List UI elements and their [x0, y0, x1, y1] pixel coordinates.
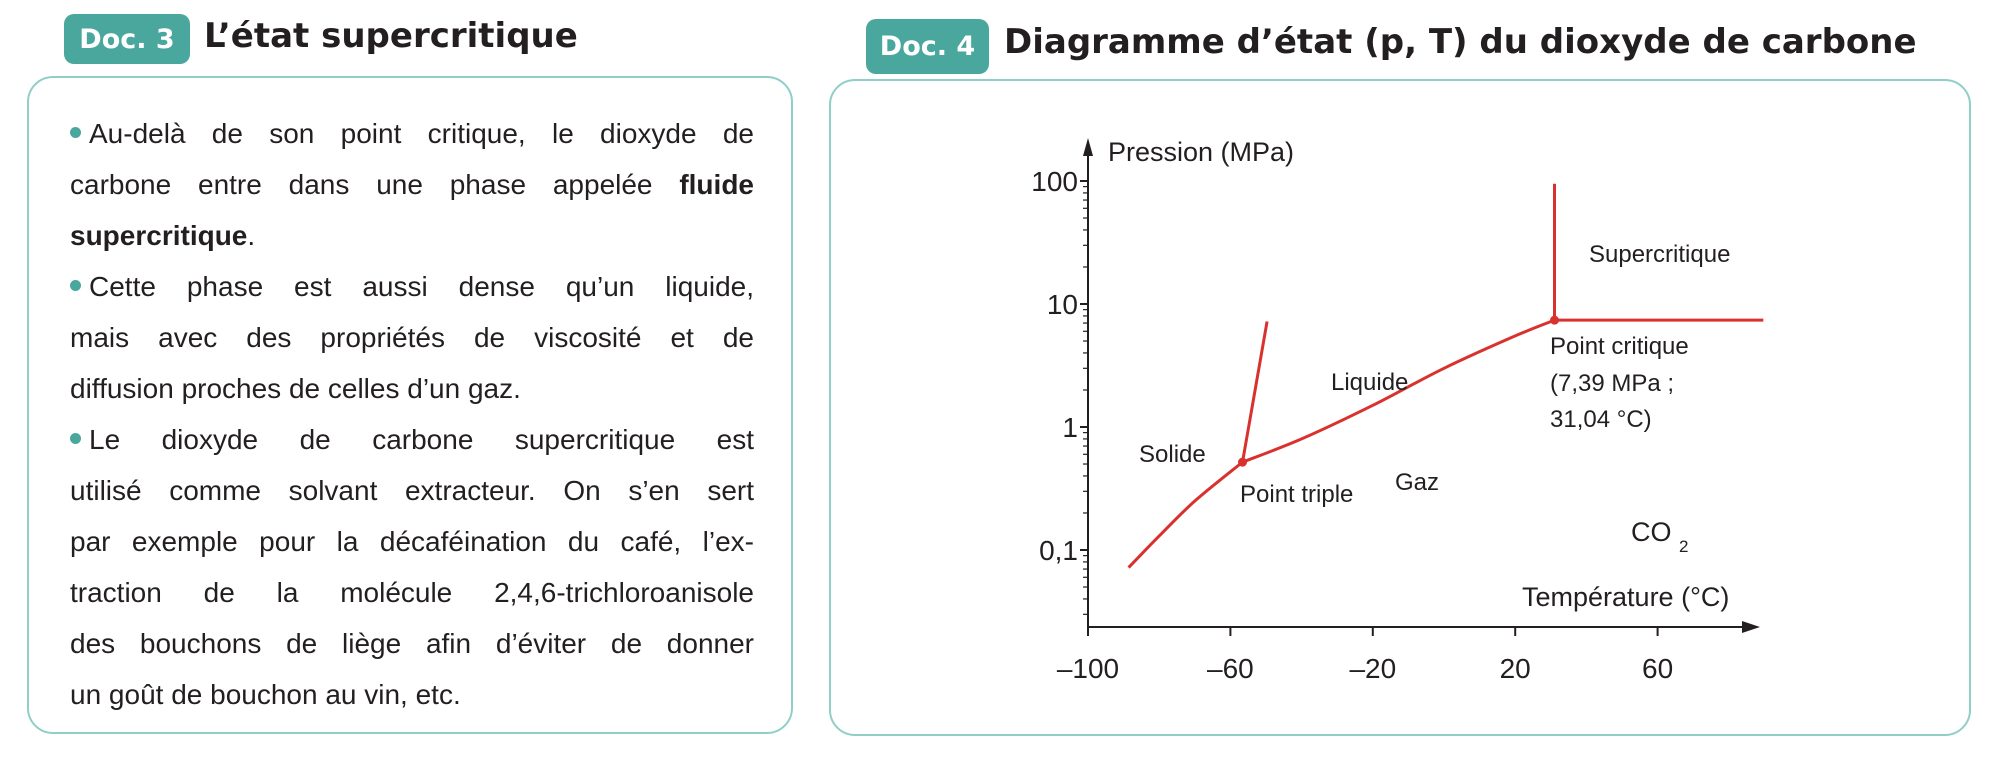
sublimation-curve — [1127, 460, 1244, 569]
text-segment: des bouchons de liège afin d’éviter de d… — [70, 628, 754, 659]
text-segment: . — [247, 220, 256, 251]
text-line: un goût de bouchon au vin, etc. — [70, 669, 754, 720]
x-axis-label: Température (°C) — [1522, 582, 1729, 612]
text-line: carbone entre dans une phase appelée flu… — [70, 159, 754, 210]
bullet-icon — [70, 433, 81, 445]
text-segment: Au-delà de son point critique, le dioxyd… — [89, 118, 754, 149]
species-subscript: 2 — [1679, 537, 1688, 556]
text-segment: traction de la molécule 2,4,6-trichloroa… — [70, 577, 754, 608]
y-tick-label: 1 — [1062, 412, 1078, 443]
bold-term: supercritique — [70, 220, 248, 251]
critical-point-label: Point critique — [1550, 333, 1689, 360]
x-tick-label: 60 — [1642, 653, 1673, 684]
text-line: mais avec des propriétés de viscosité et… — [70, 312, 754, 363]
doc3-title: L’état supercritique — [204, 16, 578, 56]
x-tick-label: –60 — [1207, 653, 1254, 684]
critical-point-temperature: 31,04 °C) — [1550, 406, 1652, 433]
text-line: Au-delà de son point critique, le dioxyd… — [70, 108, 754, 159]
text-line: Le dioxyde de carbone supercritique est — [70, 414, 754, 465]
critical-point-pressure: (7,39 MPa ; — [1550, 370, 1674, 397]
vaporisation-curve — [1241, 318, 1556, 464]
text-segment: Cette phase est aussi dense qu’un liquid… — [89, 271, 754, 302]
doc4-title: Diagramme d’état (p, T) du dioxyde de ca… — [1004, 22, 1917, 62]
text-segment: un goût de bouchon au vin, etc. — [70, 679, 461, 710]
region-label-supercritique: Supercritique — [1589, 241, 1730, 268]
region-label-gaz: Gaz — [1395, 469, 1439, 496]
text-line: par exemple pour la décaféination du caf… — [70, 516, 754, 567]
doc3-box — [27, 76, 793, 734]
x-tick-label: –20 — [1349, 653, 1396, 684]
bullet-icon — [70, 127, 81, 139]
text-line: utilisé comme solvant extracteur. On s’e… — [70, 465, 754, 516]
x-tick-label: –100 — [1057, 653, 1119, 684]
text-segment: carbone entre dans une phase appelée — [70, 169, 680, 200]
x-axis-arrow-icon — [1742, 621, 1760, 633]
region-label-liquide: Liquide — [1331, 369, 1408, 396]
species-label: CO — [1631, 517, 1672, 547]
text-line: Cette phase est aussi dense qu’un liquid… — [70, 261, 754, 312]
text-segment: diffusion proches de celles d’un gaz. — [70, 373, 521, 404]
y-axis-label: Pression (MPa) — [1108, 137, 1294, 167]
doc4-box — [829, 79, 1971, 736]
text-line: diffusion proches de celles d’un gaz. — [70, 363, 754, 414]
x-tick-label: 20 — [1500, 653, 1531, 684]
fusion-curve — [1241, 321, 1269, 463]
critical-point-marker — [1550, 315, 1560, 325]
bullet-icon — [70, 280, 81, 292]
triple-point-marker — [1238, 457, 1248, 467]
text-segment: par exemple pour la décaféination du caf… — [70, 526, 754, 557]
doc3-text: Au-delà de son point critique, le dioxyd… — [70, 108, 754, 720]
text-segment: Le dioxyde de carbone supercritique est — [89, 424, 754, 455]
y-tick-label: 100 — [1031, 166, 1078, 197]
text-segment: mais avec des propriétés de viscosité et… — [70, 322, 754, 353]
text-line: supercritique. — [70, 210, 754, 261]
triple-point-label: Point triple — [1240, 481, 1353, 508]
y-tick-label: 10 — [1047, 289, 1078, 320]
text-line: traction de la molécule 2,4,6-trichloroa… — [70, 567, 754, 618]
y-axis-arrow-icon — [1083, 138, 1093, 156]
region-label-solide: Solide — [1139, 441, 1206, 468]
doc3-badge: Doc. 3 — [64, 14, 190, 64]
bold-term: fluide — [679, 169, 754, 200]
text-segment: utilisé comme solvant extracteur. On s’e… — [70, 475, 754, 506]
y-tick-label: 0,1 — [1039, 535, 1078, 566]
text-line: des bouchons de liège afin d’éviter de d… — [70, 618, 754, 669]
doc4-badge: Doc. 4 — [866, 19, 989, 74]
